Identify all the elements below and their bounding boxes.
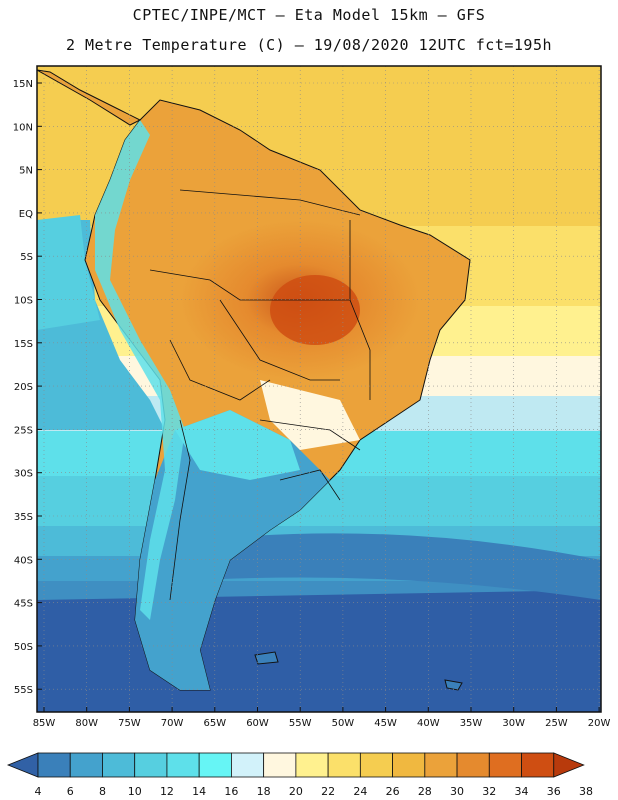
lon-label-60w: 60W [246,718,269,729]
colorbar-label: 36 [547,785,561,798]
colorbar-swatch [521,752,555,778]
lat-label-25s: 25S [14,425,33,436]
latitude-labels: 15N 10N 5N EQ 5S 10S 15S 20S 25S 30S 35S 40S 45S 50S 5… [13,79,42,696]
colorbar: 4 6 8 10 12 14 16 18 20 22 24 26 28 30 32 34 36 38 [6,752,593,798]
colorbar-label: 16 [224,785,238,798]
lat-label-35s: 35S [14,512,33,523]
map-frame [36,65,602,713]
colorbar-label: 12 [160,785,174,798]
lat-label-40s: 40S [14,555,33,566]
colorbar-label: 14 [192,785,206,798]
colorbar-swatch [166,752,200,778]
temperature-field [37,66,601,712]
lon-label-25w: 25W [545,718,568,729]
colorbar-swatch [359,752,393,778]
lon-label-65w: 65W [203,718,226,729]
colorbar-label: 4 [35,785,42,798]
colorbar-label: 10 [128,785,142,798]
lat-label-10n: 10N [13,122,33,133]
lon-label-80w: 80W [75,718,98,729]
colorbar-label: 8 [99,785,106,798]
colorbar-label: 20 [289,785,303,798]
colorbar-swatch [488,752,522,778]
lon-label-70w: 70W [161,718,184,729]
lon-label-50w: 50W [332,718,355,729]
colorbar-label: 30 [450,785,464,798]
colorbar-label: 22 [321,785,335,798]
lon-label-75w: 75W [118,718,141,729]
lat-label-55s: 55S [14,685,33,696]
lat-label-30s: 30S [14,469,33,480]
colorbar-swatch [392,752,426,778]
colorbar-label: 24 [353,785,367,798]
lon-label-35w: 35W [460,718,483,729]
lat-label-50s: 50S [14,642,33,653]
colorbar-swatch [102,752,136,778]
title-line-1: CPTEC/INPE/MCT – Eta Model 15km – GFS [132,6,486,24]
colorbar-label: 28 [418,785,432,798]
lon-label-20w: 20W [588,718,611,729]
lat-label-15n: 15N [13,79,33,90]
lon-label-55w: 55W [289,718,312,729]
colorbar-swatch [231,752,265,778]
lat-label-10s: 10S [14,296,33,307]
colorbar-label: 34 [515,785,529,798]
lon-label-85w: 85W [33,718,56,729]
lon-label-45w: 45W [374,718,397,729]
colorbar-swatch [134,752,168,778]
colorbar-swatch [263,752,297,778]
lon-label-30w: 30W [502,718,525,729]
colorbar-swatch [424,752,458,778]
colorbar-label: 6 [67,785,74,798]
lat-label-45s: 45S [14,599,33,610]
lon-label-40w: 40W [417,718,440,729]
colorbar-swatch [327,752,361,778]
colorbar-swatch [295,752,329,778]
colorbar-arrow-low [6,752,39,778]
colorbar-label: 32 [482,785,496,798]
colorbar-label: 26 [386,785,400,798]
lat-label-15s: 15S [14,339,33,350]
colorbar-label: 38 [579,785,593,798]
lat-label-5s: 5S [20,252,33,263]
lat-label-eq: EQ [19,209,33,220]
lat-label-5n: 5N [19,166,33,177]
colorbar-label: 18 [257,785,271,798]
colorbar-swatch [456,752,490,778]
title-line-2: 2 Metre Temperature (C) – 19/08/2020 12U… [65,36,553,54]
colorbar-swatch [198,752,232,778]
colorbar-swatch [69,752,103,778]
colorbar-swatch [37,752,71,778]
lat-label-20s: 20S [14,382,33,393]
colorbar-arrow-high [553,752,585,778]
longitude-labels: 85W 80W 75W 70W 65W 60W 55W 50W 45W 40W 35W 30W 25W 2… [33,707,611,729]
